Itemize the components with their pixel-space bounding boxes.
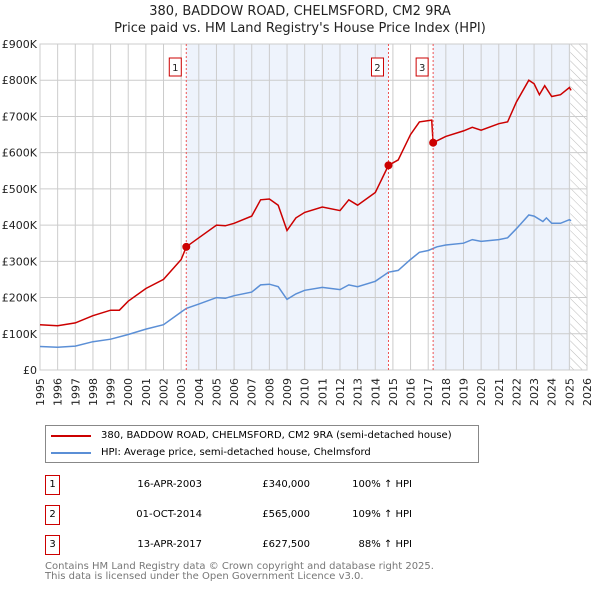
chart-title: 380, BADDOW ROAD, CHELMSFORD, CM2 9RA xyxy=(149,4,451,19)
x-tick-label: 2026 xyxy=(581,378,594,406)
sale-point xyxy=(384,161,393,170)
series-line xyxy=(39,214,572,348)
sale-date: 13-APR-2017 xyxy=(137,539,202,550)
sale-marker-box xyxy=(370,57,384,77)
sale-marker-label: 3 xyxy=(419,63,425,74)
plot-frame xyxy=(39,43,588,371)
x-tick-label: 2007 xyxy=(246,378,259,406)
x-tick-label: 2017 xyxy=(422,378,435,406)
legend: 380, BADDOW ROAD, CHELMSFORD, CM2 9RA (s… xyxy=(45,425,479,463)
sale-hpi: 88% ↑ HPI xyxy=(358,539,412,550)
x-tick-label: 2014 xyxy=(369,378,382,406)
x-tick-label: 2012 xyxy=(334,378,347,406)
legend-label: HPI: Average price, semi-detached house,… xyxy=(101,447,371,458)
footer-copyright: Contains HM Land Registry data © Crown c… xyxy=(45,561,434,572)
sale-point xyxy=(429,138,438,147)
x-tick-label: 2023 xyxy=(528,378,541,406)
plot-area: 1995 1996 1997 1998 1999 2000 2001 2002 2003 2004… xyxy=(2,38,594,406)
x-tick-label: 1995 xyxy=(34,378,47,406)
x-tick-label: 1999 xyxy=(105,378,118,406)
sale-marker-label: 2 xyxy=(374,63,380,74)
y-tick-label: £0 xyxy=(23,364,37,377)
x-tick-label: 2013 xyxy=(352,378,365,406)
sale-number: 1 xyxy=(45,475,60,495)
x-tick-label: 2008 xyxy=(263,378,276,406)
x-tick-label: 2021 xyxy=(493,378,506,406)
future-hatch xyxy=(570,44,587,370)
legend-item-hpi: HPI: Average price, semi-detached house,… xyxy=(51,447,371,458)
x-tick-label: 2022 xyxy=(510,378,523,406)
y-tick-label: £600K xyxy=(2,147,38,160)
sale-price: £565,000 xyxy=(262,509,310,520)
chart-subtitle: Price paid vs. HM Land Registry's House … xyxy=(114,21,486,36)
y-tick-label: £400K xyxy=(2,219,38,232)
x-tick-label: 2002 xyxy=(158,378,171,406)
x-tick-label: 2009 xyxy=(281,378,294,406)
x-tick-label: 2024 xyxy=(546,378,559,406)
x-tick-label: 2010 xyxy=(299,378,312,406)
x-tick-label: 2025 xyxy=(563,378,576,406)
sale-hpi: 100% ↑ HPI xyxy=(352,479,412,490)
legend-line-red xyxy=(51,434,91,437)
x-tick-label: 2015 xyxy=(387,378,400,406)
footer-licence: This data is licensed under the Open Gov… xyxy=(45,571,364,582)
x-tick-label: 2006 xyxy=(228,378,241,406)
legend-line-blue xyxy=(51,451,91,454)
y-tick-label: £500K xyxy=(2,183,38,196)
legend-label: 380, BADDOW ROAD, CHELMSFORD, CM2 9RA (s… xyxy=(101,430,452,441)
x-tick-label: 2005 xyxy=(210,378,223,406)
x-tick-label: 2003 xyxy=(175,378,188,406)
sale-price: £627,500 xyxy=(262,539,310,550)
sale-marker-box xyxy=(415,57,429,77)
x-tick-label: 2004 xyxy=(193,378,206,406)
sale-row: 1 16-APR-2003 £340,000 100% ↑ HPI xyxy=(45,475,445,495)
x-tick-label: 2001 xyxy=(140,378,153,406)
sale-row: 2 01-OCT-2014 £565,000 109% ↑ HPI xyxy=(45,505,445,525)
y-tick-label: £700K xyxy=(2,110,38,123)
x-tick-label: 1996 xyxy=(52,378,65,406)
shade-region xyxy=(433,44,571,370)
x-tick-label: 2011 xyxy=(316,378,329,406)
sale-number: 2 xyxy=(45,505,60,525)
sale-point xyxy=(182,242,191,251)
sale-marker-label: 1 xyxy=(172,63,178,74)
sale-row: 3 13-APR-2017 £627,500 88% ↑ HPI xyxy=(45,535,445,555)
sale-number: 3 xyxy=(45,535,60,555)
series-line xyxy=(39,79,572,327)
x-tick-label: 2018 xyxy=(440,378,453,406)
x-tick-label: 2000 xyxy=(122,378,135,406)
y-tick-label: £200K xyxy=(2,292,38,305)
sale-date: 01-OCT-2014 xyxy=(136,509,202,520)
y-tick-label: £900K xyxy=(2,38,38,51)
y-tick-label: £100K xyxy=(2,328,38,341)
x-tick-label: 2016 xyxy=(405,378,418,406)
y-tick-label: £800K xyxy=(2,74,38,87)
x-tick-label: 1997 xyxy=(69,378,82,406)
sale-hpi: 109% ↑ HPI xyxy=(352,509,412,520)
x-tick-label: 2019 xyxy=(457,378,470,406)
sale-marker-box xyxy=(168,57,182,77)
sale-date: 16-APR-2003 xyxy=(137,479,202,490)
x-tick-label: 1998 xyxy=(87,378,100,406)
y-tick-label: £300K xyxy=(2,255,38,268)
x-tick-label: 2020 xyxy=(475,378,488,406)
legend-item-property: 380, BADDOW ROAD, CHELMSFORD, CM2 9RA (s… xyxy=(51,430,452,441)
sale-price: £340,000 xyxy=(262,479,310,490)
